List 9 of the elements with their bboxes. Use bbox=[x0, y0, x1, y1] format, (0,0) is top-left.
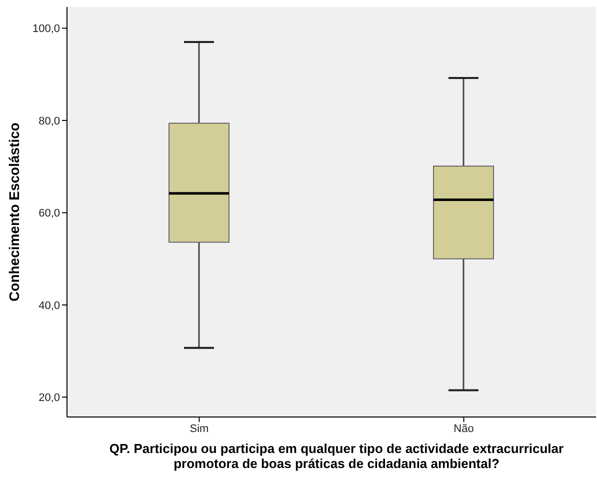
y-tick-label: 100,0 bbox=[32, 23, 60, 36]
x-tick-label: Sim bbox=[190, 422, 209, 435]
y-tick-label: 40,0 bbox=[38, 300, 60, 312]
y-tick-label: 80,0 bbox=[38, 115, 60, 128]
y-tick-label: 60,0 bbox=[38, 208, 60, 220]
x-axis-title: QP. Participou ou participa em qualquer tipo de actividade extracurricular promotora de boas práticas de cidadania ambiental? bbox=[109, 441, 564, 471]
y-axis-title: Conhecimento Escolástico bbox=[6, 122, 22, 302]
y-tick-label: 20,0 bbox=[38, 392, 60, 404]
x-tick-label: Não bbox=[454, 422, 474, 435]
